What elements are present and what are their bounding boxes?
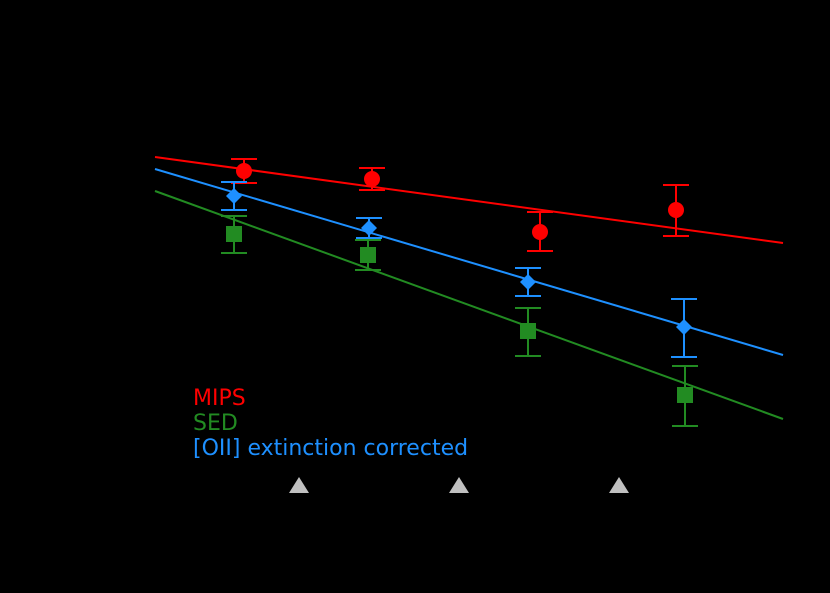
data-point [515, 267, 541, 297]
data-point [671, 298, 697, 358]
triangle-markers [289, 477, 629, 493]
data-point [359, 167, 385, 191]
circle-marker [364, 171, 380, 187]
square-marker [226, 226, 242, 242]
data-point [672, 365, 698, 427]
legend: MIPS SED [OII] extinction corrected [193, 386, 468, 461]
legend-item-mips: MIPS [193, 386, 246, 411]
diamond-marker [676, 319, 692, 335]
fit-lines [154, 156, 784, 420]
circle-marker [532, 224, 548, 240]
legend-item-sed: SED [193, 411, 238, 436]
triangle-marker-icon [609, 477, 629, 493]
data-point [221, 181, 247, 211]
triangle-marker-icon [449, 477, 469, 493]
triangle-marker-icon [289, 477, 309, 493]
circle-marker [668, 202, 684, 218]
square-marker [520, 323, 536, 339]
diamond-marker [361, 220, 377, 236]
square-marker [360, 247, 376, 263]
square-marker [677, 387, 693, 403]
data-point [515, 307, 541, 357]
fit-line [154, 156, 784, 244]
data-points [221, 158, 698, 427]
diamond-marker [226, 188, 242, 204]
data-point [527, 211, 553, 252]
diamond-marker [520, 274, 536, 290]
fit-line [154, 168, 784, 356]
data-point [356, 217, 382, 239]
data-point [221, 215, 247, 254]
data-point [663, 184, 689, 237]
data-point [355, 239, 381, 271]
circle-marker [236, 163, 252, 179]
fit-line [154, 190, 784, 420]
legend-item-oii: [OII] extinction corrected [193, 436, 469, 461]
